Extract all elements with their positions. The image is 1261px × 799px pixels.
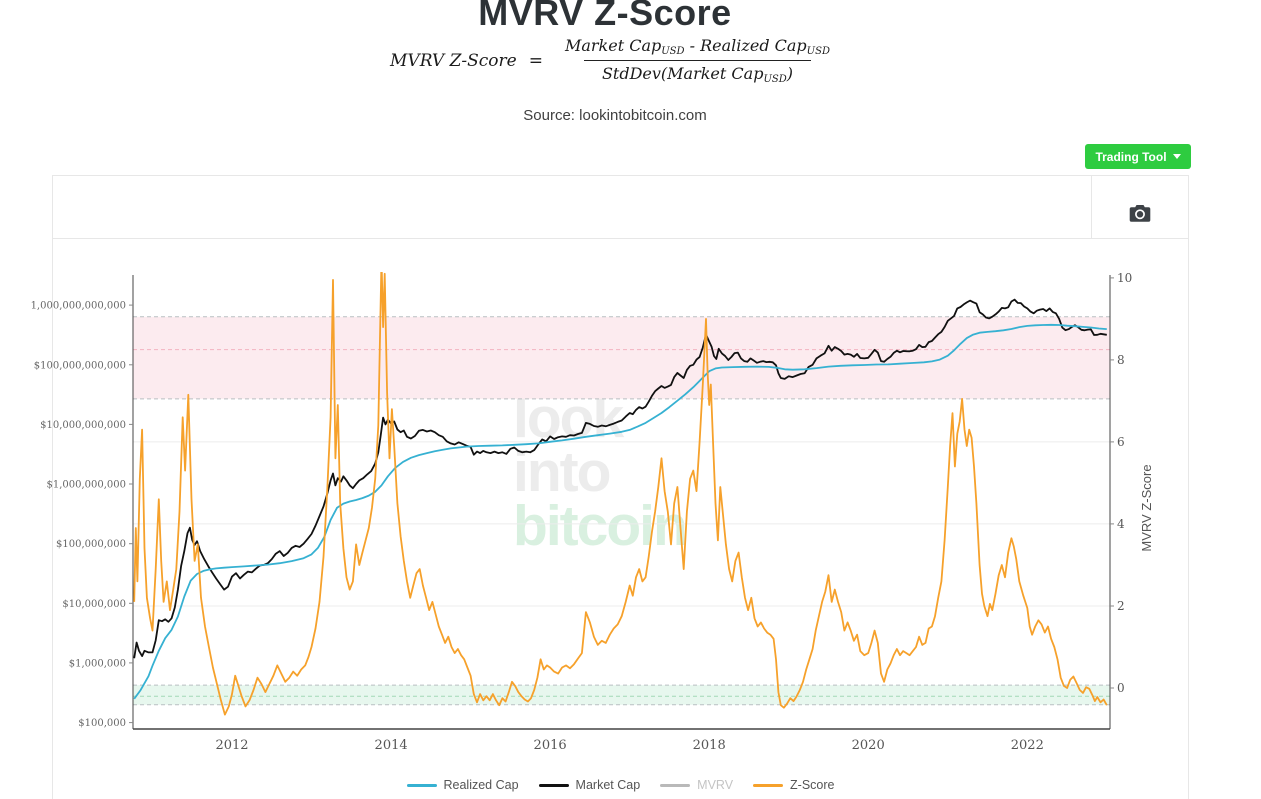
svg-text:2018: 2018 [693, 738, 726, 753]
source-line: Source: lookintobitcoin.com [523, 107, 707, 124]
legend-item-z-score[interactable]: Z-Score [753, 778, 835, 792]
svg-text:$1,000,000,000: $1,000,000,000 [46, 480, 126, 491]
z-score-line-swatch [753, 783, 784, 787]
svg-text:1,000,000,000,000: 1,000,000,000,000 [31, 301, 126, 312]
formula-denominator: StdDev(Market CapUSD) [583, 60, 811, 85]
svg-text:8: 8 [1117, 353, 1125, 367]
svg-text:2012: 2012 [215, 738, 248, 753]
legend-item-realized-cap[interactable]: Realized Cap [406, 778, 519, 792]
svg-text:$100,000,000,000: $100,000,000,000 [34, 360, 126, 371]
screenshot-cell [1091, 176, 1188, 238]
svg-text:2020: 2020 [852, 738, 885, 753]
svg-text:2022: 2022 [1011, 738, 1044, 753]
formula-lhs: MVRV Z-Score [390, 50, 517, 71]
mvrv-line-swatch [660, 783, 691, 787]
legend-item-market-cap[interactable]: Market Cap [538, 778, 640, 792]
chevron-down-icon [1172, 154, 1181, 159]
svg-text:2016: 2016 [534, 738, 567, 753]
chart-legend: Realized Cap Market Cap MVRV Z-Score [52, 778, 1189, 792]
trading-tool-button[interactable]: Trading Tool [1085, 144, 1191, 169]
formula-fraction: Market CapUSD - Realized CapUSD StdDev(M… [555, 36, 840, 85]
page-title: MVRV Z-Score [478, 0, 732, 33]
svg-text:$10,000,000: $10,000,000 [62, 599, 126, 610]
camera-icon [1129, 205, 1151, 222]
svg-text:$100,000,000: $100,000,000 [56, 539, 126, 550]
legend-item-mvrv[interactable]: MVRV [660, 778, 733, 792]
realized-cap-line-swatch [406, 783, 437, 787]
market-cap-line-swatch [538, 783, 569, 787]
svg-text:$100,000: $100,000 [78, 718, 126, 729]
svg-text:4: 4 [1117, 517, 1125, 531]
svg-text:$10,000,000,000: $10,000,000,000 [40, 420, 126, 431]
mvrv-formula: MVRV Z-Score = Market CapUSD - Realized … [0, 36, 1230, 85]
svg-text:2: 2 [1117, 599, 1125, 613]
chart-toolbar [53, 176, 1188, 239]
formula-equals: = [528, 50, 543, 71]
svg-text:6: 6 [1117, 435, 1125, 449]
svg-text:2014: 2014 [375, 738, 408, 753]
svg-text:10: 10 [1117, 271, 1132, 285]
camera-button[interactable] [1125, 200, 1155, 230]
watermark-line-3: bitcoin [513, 494, 688, 558]
svg-text:0: 0 [1117, 681, 1125, 695]
trading-tool-label: Trading Tool [1095, 149, 1167, 164]
svg-text:$1,000,000: $1,000,000 [69, 658, 126, 669]
formula-numerator: Market CapUSD - Realized CapUSD [564, 36, 830, 57]
right-axis-title: MVRV Z-Score [1139, 464, 1154, 551]
